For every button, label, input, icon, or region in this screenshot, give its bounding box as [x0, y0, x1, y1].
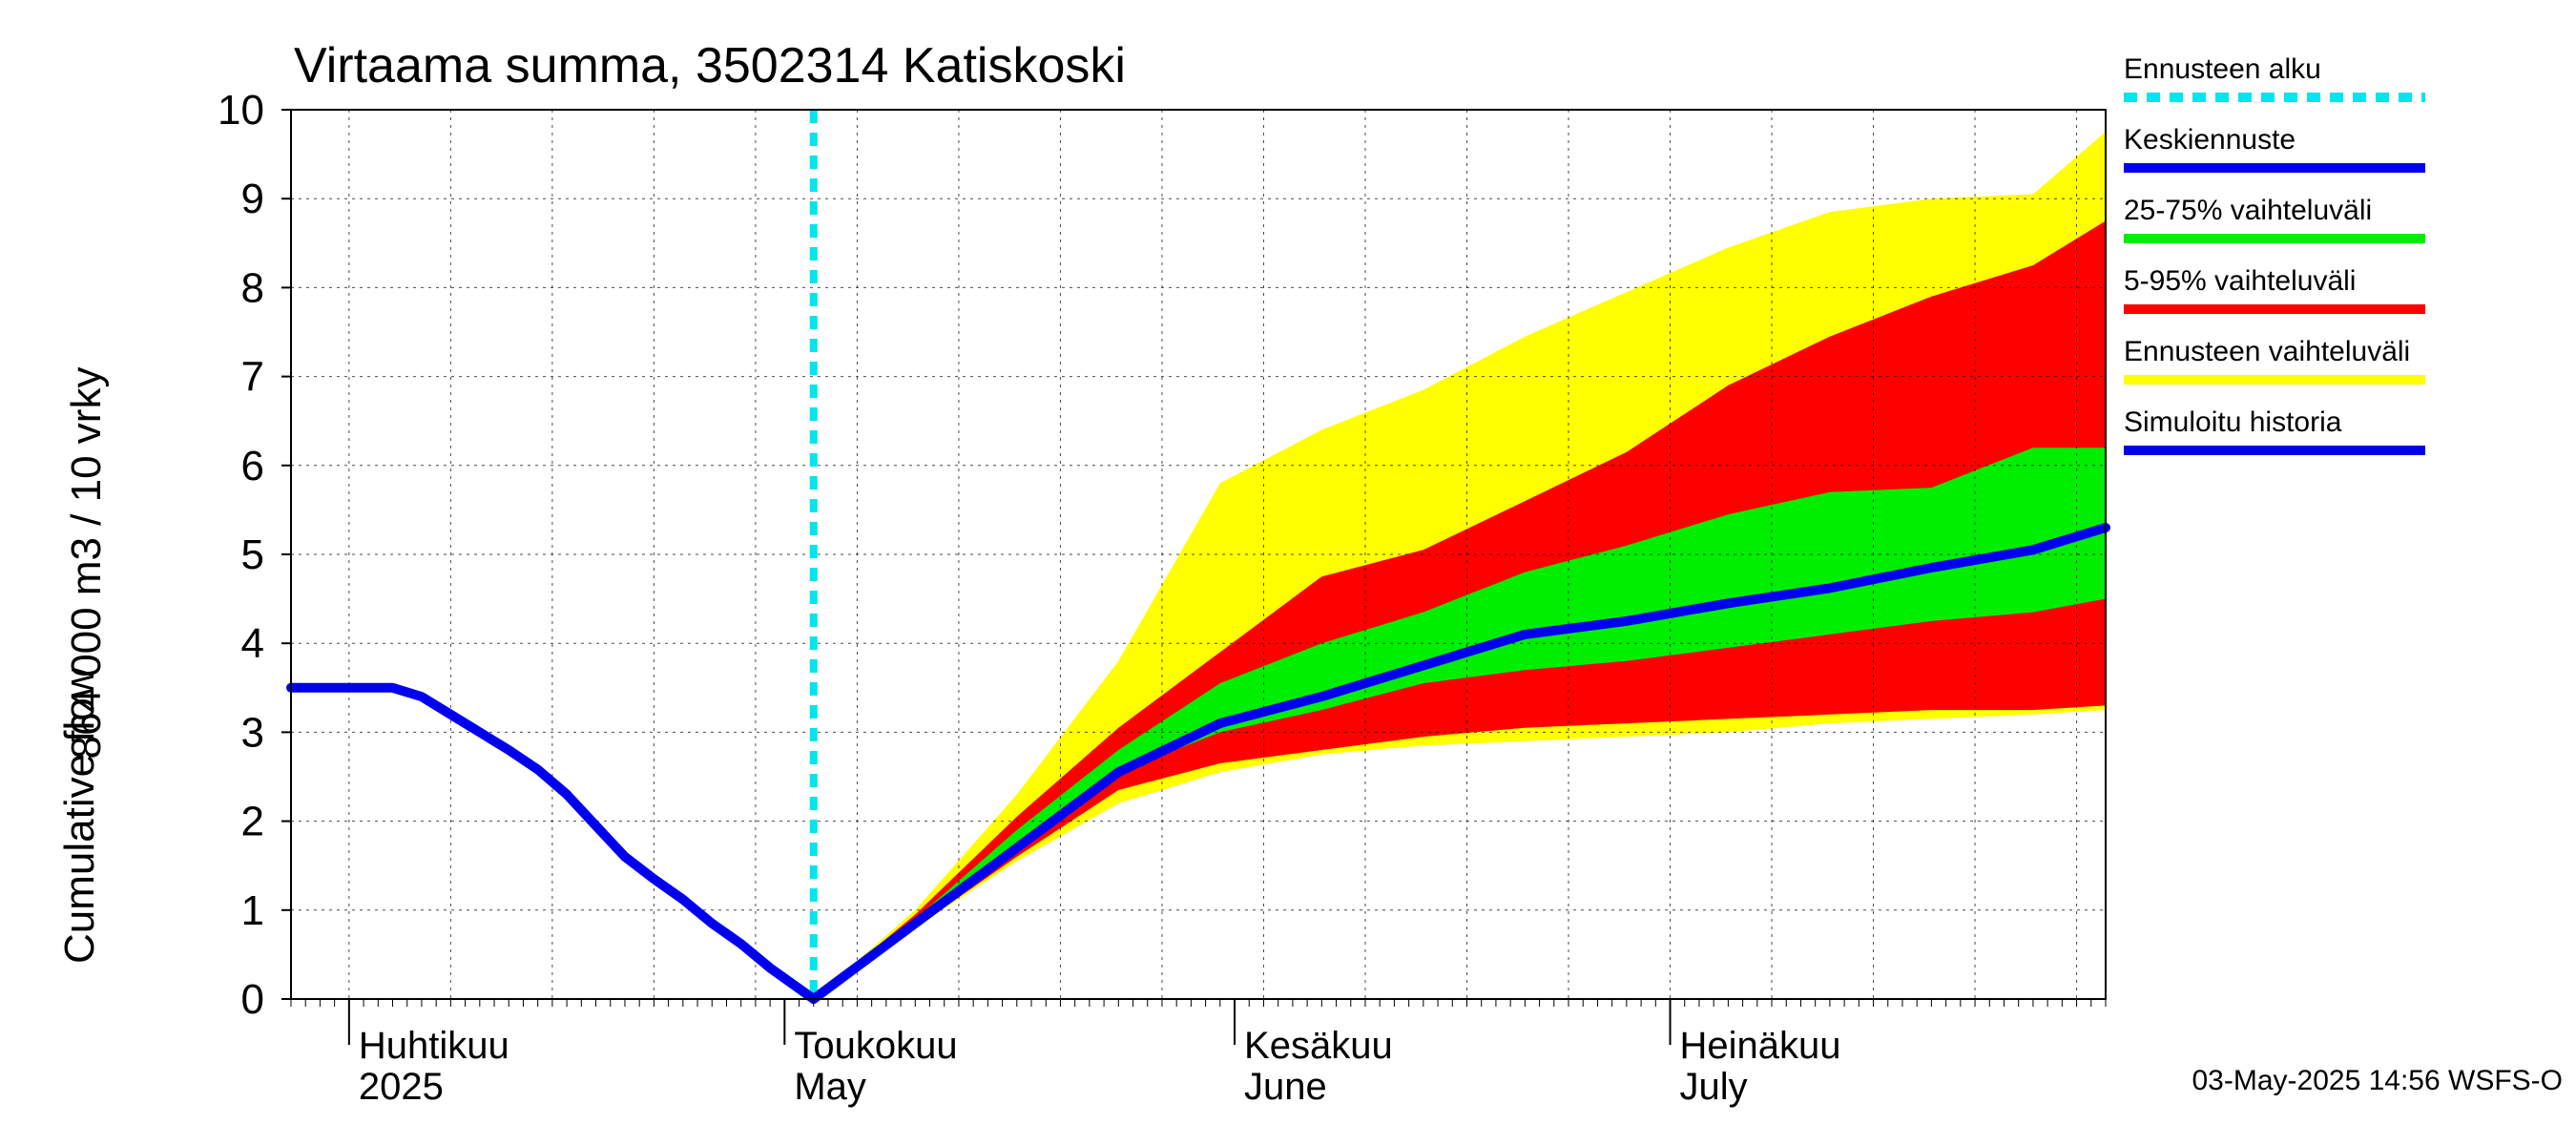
legend-label: 25-75% vaihteluväli — [2124, 195, 2372, 226]
y-axis-label-title: Cumulative flow — [56, 667, 103, 964]
x-month-label-fi: Heinäkuu — [1680, 1025, 1841, 1067]
x-month-label-fi: Kesäkuu — [1244, 1025, 1393, 1067]
y-tick-label: 10 — [218, 87, 264, 134]
y-tick-label: 6 — [241, 443, 264, 489]
x-month-label-en: July — [1680, 1066, 1748, 1108]
mean-forecast-line — [808, 523, 2110, 1004]
legend-label: Keskiennuste — [2124, 124, 2296, 156]
x-month-label-en: May — [794, 1066, 866, 1108]
simulated-history-line — [286, 682, 819, 1004]
y-tick-label: 5 — [241, 531, 264, 578]
y-tick-label: 8 — [241, 264, 264, 311]
legend-label: Ennusteen alku — [2124, 53, 2321, 85]
chart-title: Virtaama summa, 3502314 Katiskoski — [294, 38, 1126, 94]
x-month-label-en: 2025 — [359, 1066, 444, 1108]
forecast-bands — [813, 132, 2106, 1000]
legend-label: Simuloitu historia — [2124, 406, 2342, 438]
legend-label: 5-95% vaihteluväli — [2124, 265, 2356, 297]
legend-label: Ennusteen vaihteluväli — [2124, 336, 2410, 367]
chart-lines — [286, 110, 2110, 1004]
y-axis-label-units: 864 000 m3 / 10 vrky — [63, 367, 110, 760]
chart-grid — [291, 110, 2106, 999]
y-tick-label: 4 — [241, 620, 264, 667]
y-tick-label: 2 — [241, 799, 264, 845]
y-tick-label: 7 — [241, 354, 264, 401]
x-month-label-en: June — [1244, 1066, 1327, 1108]
x-month-label-fi: Huhtikuu — [359, 1025, 509, 1067]
band-25-75 — [813, 448, 2106, 999]
y-tick-label: 0 — [241, 976, 264, 1023]
y-tick-label: 3 — [241, 709, 264, 756]
y-tick-label: 1 — [241, 887, 264, 934]
y-tick-label: 9 — [241, 176, 264, 222]
x-month-label-fi: Toukokuu — [794, 1025, 957, 1067]
chart-legend: Ennusteen alku Keskiennuste 25-75% vaihtel… — [2124, 53, 2425, 455]
timestamp-footer: 03-May-2025 14:56 WSFS-O — [2192, 1065, 2564, 1096]
